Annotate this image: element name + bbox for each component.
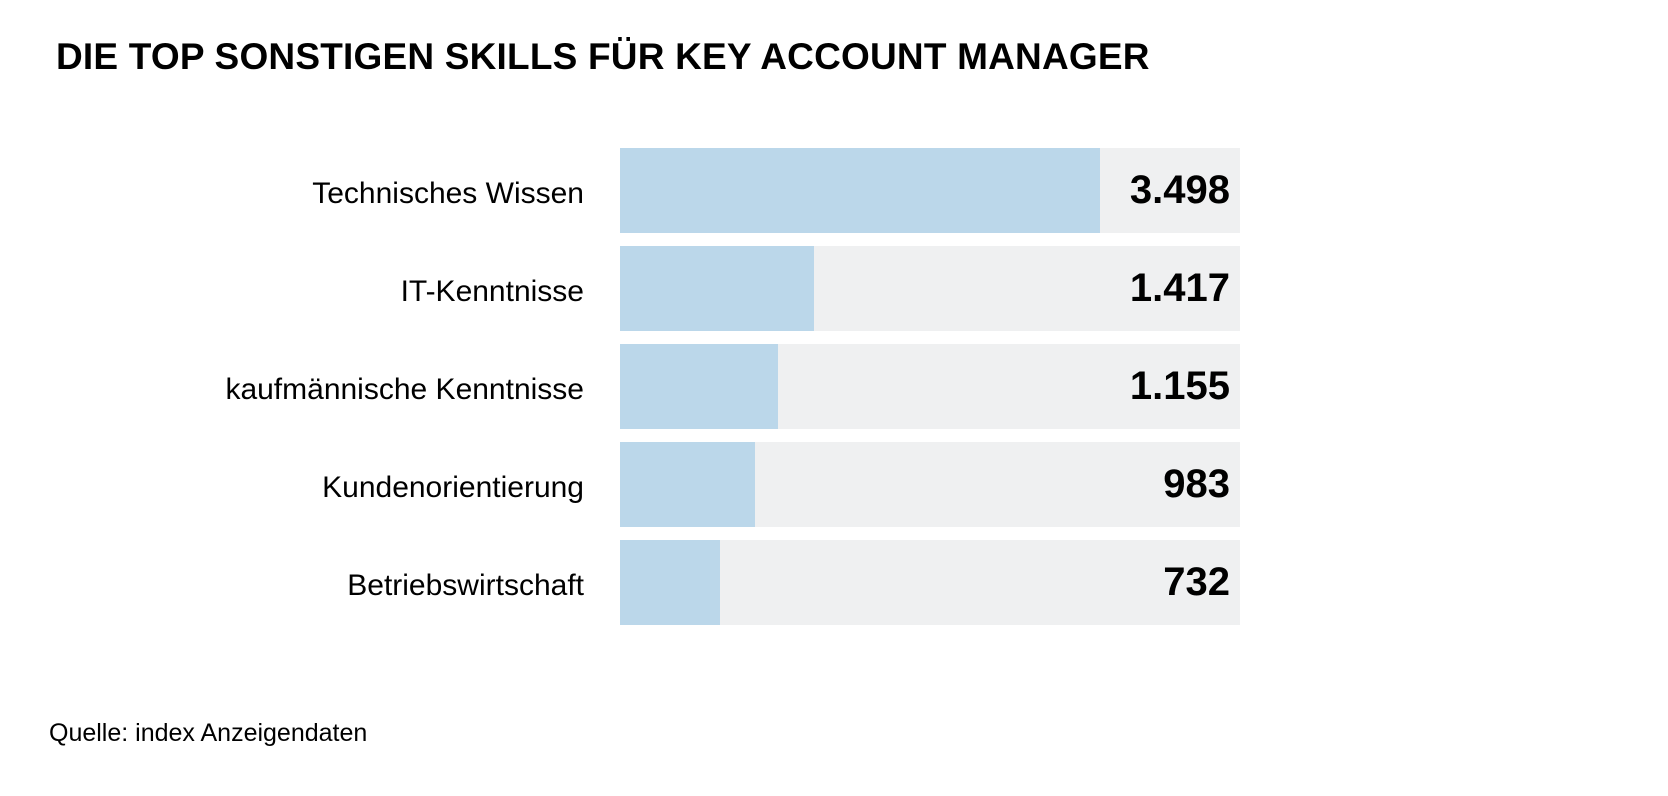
bar-label: kaufmännische Kenntnisse: [225, 373, 584, 406]
bar-chart: Technisches Wissen 3.498 IT-Kenntnisse 1…: [0, 148, 1668, 638]
bar-fill: [620, 442, 755, 527]
source-note: Quelle: index Anzeigendaten: [49, 719, 368, 747]
bar-label: IT-Kenntnisse: [400, 275, 584, 308]
bar-label: Kundenorientierung: [322, 471, 584, 504]
bar-fill: [620, 246, 815, 331]
bar-fill: [620, 148, 1100, 233]
bar-row: kaufmännische Kenntnisse 1.155: [0, 344, 1668, 429]
bar-track: 983: [620, 442, 1240, 527]
chart-title: DIE TOP SONSTIGEN SKILLS FÜR KEY ACCOUNT…: [56, 36, 1150, 77]
bar-value: 732: [1163, 560, 1230, 604]
bar-value: 3.498: [1129, 168, 1230, 212]
bar-fill: [620, 540, 721, 625]
bar-value: 1.417: [1129, 266, 1230, 310]
bar-label: Technisches Wissen: [312, 177, 584, 210]
bar-row: IT-Kenntnisse 1.417: [0, 246, 1668, 331]
bar-label: Betriebswirtschaft: [347, 569, 584, 602]
bar-row: Betriebswirtschaft 732: [0, 540, 1668, 625]
bar-fill: [620, 344, 779, 429]
bar-value: 1.155: [1129, 364, 1230, 408]
bar-track: 732: [620, 540, 1240, 625]
bar-row: Kundenorientierung 983: [0, 442, 1668, 527]
bar-track: 1.417: [620, 246, 1240, 331]
bar-track: 1.155: [620, 344, 1240, 429]
bar-value: 983: [1163, 462, 1230, 506]
bar-track: 3.498: [620, 148, 1240, 233]
bar-row: Technisches Wissen 3.498: [0, 148, 1668, 233]
